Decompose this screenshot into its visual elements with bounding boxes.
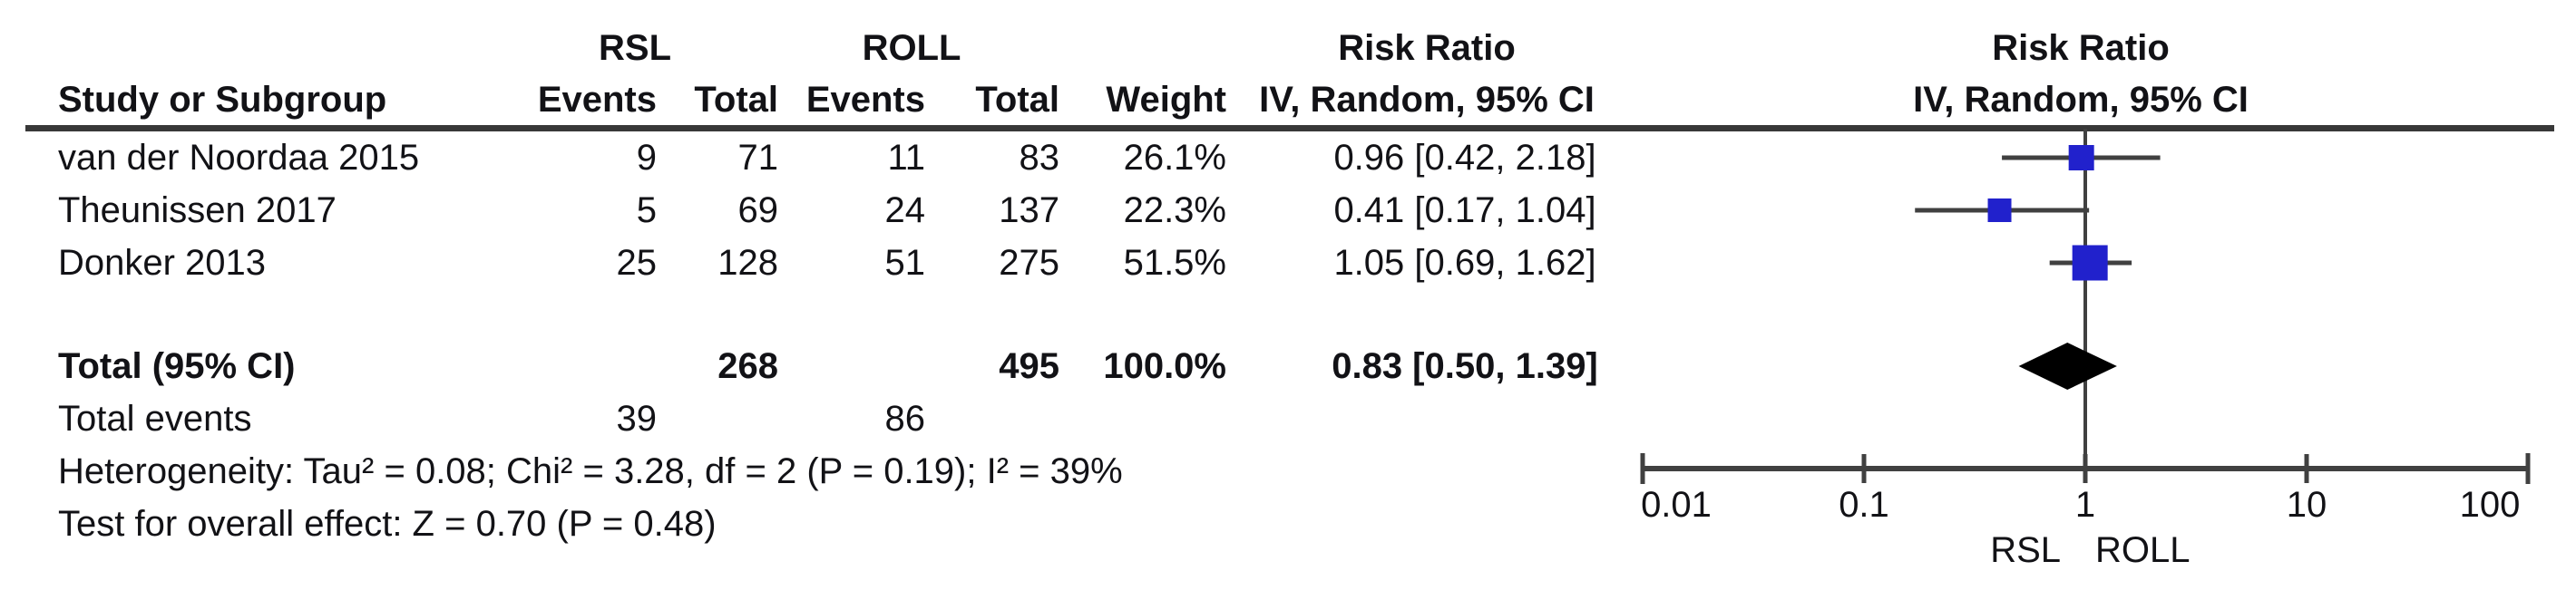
heterogeneity-text: Heterogeneity: Tau² = 0.08; Chi² = 3.28,…	[58, 451, 1123, 491]
study-total-roll: 83	[1019, 138, 1060, 178]
x-axis-tick-label: 0.1	[1839, 485, 1889, 525]
study-events-rsl: 25	[616, 243, 658, 283]
x-axis-tick-label: 100	[2460, 485, 2521, 525]
x-axis-tick-label: 0.01	[1641, 485, 1712, 525]
column-header-risk-ratio: Risk Ratio	[1338, 28, 1516, 68]
study-ci-text: 0.96 [0.42, 2.18]	[1333, 138, 1596, 178]
column-group-header-rsl: RSL	[599, 28, 671, 68]
total-roll: 495	[999, 346, 1059, 386]
study-ci-text: 1.05 [0.69, 1.62]	[1333, 243, 1596, 283]
study-total-roll: 275	[999, 243, 1059, 283]
effect-square	[1987, 198, 2012, 222]
x-axis-tick-label: 10	[2287, 485, 2327, 525]
study-name: Donker 2013	[58, 243, 267, 283]
column-header-events-roll: Events	[805, 80, 925, 120]
total-weight: 100.0%	[1103, 346, 1226, 386]
x-axis-tick-label: 1	[2075, 485, 2095, 525]
total-row-label: Total (95% CI)	[58, 346, 296, 386]
plot-header-risk-ratio: Risk Ratio	[1992, 28, 2170, 68]
study-events-roll: 11	[887, 138, 925, 178]
effect-square	[2068, 145, 2094, 170]
total-rsl: 268	[717, 346, 778, 386]
study-name: Theunissen 2017	[58, 190, 337, 230]
column-header-study: Study or Subgroup	[58, 80, 387, 120]
pooled-diamond	[2018, 343, 2117, 390]
study-total-rsl: 71	[737, 138, 779, 178]
study-events-rsl: 5	[636, 190, 657, 230]
study-total-roll: 137	[999, 190, 1059, 230]
study-events-roll: 51	[884, 243, 926, 283]
study-weight: 22.3%	[1123, 190, 1226, 230]
effect-square	[2072, 245, 2108, 281]
column-header-total-roll: Total	[975, 80, 1059, 120]
column-header-events-rsl: Events	[537, 80, 657, 120]
column-header-ci-method: IV, Random, 95% CI	[1259, 80, 1595, 120]
study-name: van der Noordaa 2015	[58, 138, 420, 178]
overall-effect-text: Test for overall effect: Z = 0.70 (P = 0…	[58, 504, 717, 544]
total-events-rsl: 39	[616, 399, 658, 439]
study-weight: 51.5%	[1123, 243, 1226, 283]
plot-header-ci-method: IV, Random, 95% CI	[1913, 80, 2249, 120]
column-header-weight: Weight	[1106, 80, 1226, 120]
study-total-rsl: 128	[717, 243, 778, 283]
study-events-rsl: 9	[636, 138, 657, 178]
study-total-rsl: 69	[737, 190, 779, 230]
header-rule	[25, 125, 2554, 131]
column-group-header-roll: ROLL	[862, 28, 961, 68]
column-header-total-rsl: Total	[694, 80, 778, 120]
total-ci-text: 0.83 [0.50, 1.39]	[1332, 346, 1598, 386]
study-events-roll: 24	[884, 190, 926, 230]
study-ci-text: 0.41 [0.17, 1.04]	[1333, 190, 1596, 230]
total-events-roll: 86	[884, 399, 926, 439]
axis-label-favours-roll: ROLL	[2095, 530, 2191, 570]
axis-label-favours-rsl: RSL	[1990, 530, 2061, 570]
total-events-label: Total events	[58, 399, 252, 439]
study-weight: 26.1%	[1123, 138, 1226, 178]
